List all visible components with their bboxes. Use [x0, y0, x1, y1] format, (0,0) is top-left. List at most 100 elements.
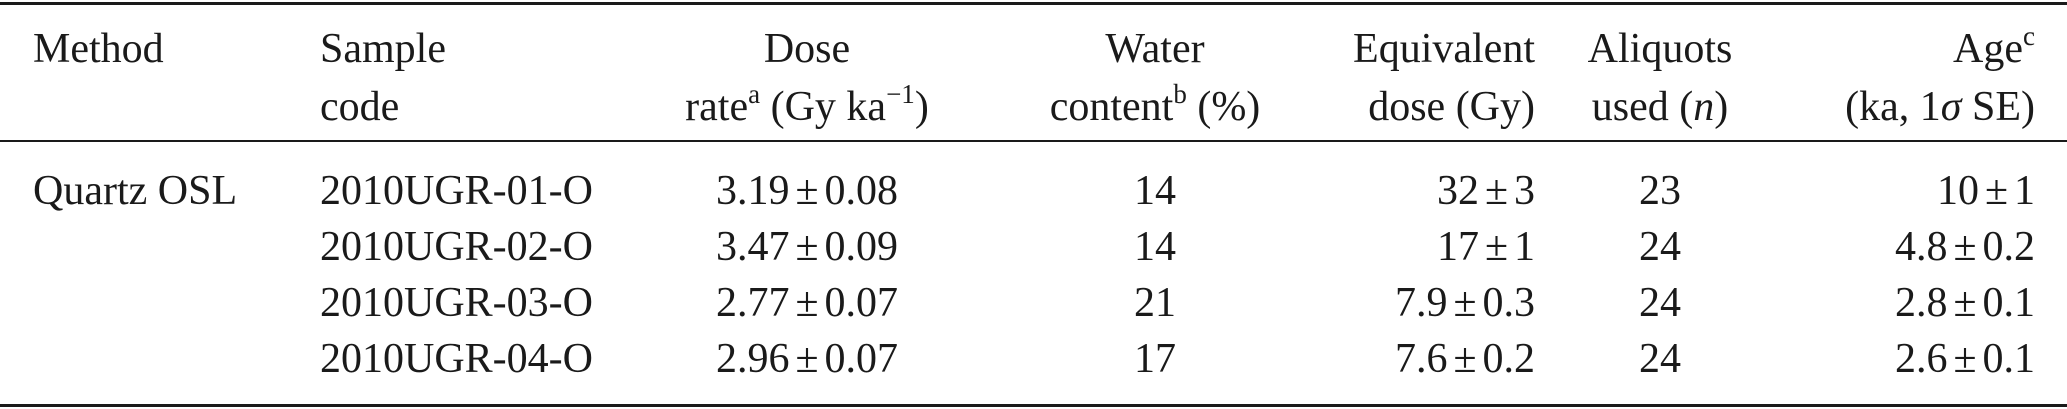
dose-rate-error: 0.07 [824, 280, 899, 326]
header-age-word: Age [1953, 26, 2024, 72]
plus-minus: ± [1953, 224, 1977, 270]
cell-aliquots: 23 [1639, 168, 1681, 214]
footnote-marker-c: c [2023, 21, 2035, 51]
cell-aliquots: 24 [1639, 336, 1681, 382]
header-age-unit: (ka, 1 [1845, 84, 1941, 130]
plus-minus: ± [795, 224, 819, 270]
equivalent-dose-error: 0.2 [1482, 336, 1536, 382]
table-bottom-rule [0, 404, 2067, 407]
table-row: 2010UGR-04-O 2.96 ±0.07 17 7.6 ±0.2 24 2.6… [0, 330, 2067, 386]
table-row: Quartz OSL 2010UGR-01-O 3.19 ±0.08 14 32 ±… [0, 162, 2067, 218]
equivalent-dose-error: 1 [1514, 224, 1535, 270]
plus-minus: ± [795, 336, 819, 382]
header-water-line1: Water [1105, 26, 1205, 72]
age-error: 0.1 [1982, 280, 2036, 326]
plus-minus: ± [1453, 336, 1477, 382]
cell-water-content: 17 [1134, 336, 1176, 382]
header-equivalent-dose: Equivalent dose (Gy) [1310, 20, 1535, 136]
cell-aliquots: 24 [1639, 280, 1681, 326]
cell-water-content: 21 [1134, 280, 1176, 326]
header-aliq-line1: Aliquots [1587, 26, 1733, 72]
header-dose-line2: ratea (Gy ka−1) [640, 78, 974, 136]
header-dose-unit: (Gy ka [760, 84, 887, 130]
dose-rate-value: 2.77 [715, 280, 790, 326]
equivalent-dose-value: 7.6 [1394, 336, 1448, 382]
dose-rate-value: 2.96 [715, 336, 790, 382]
dose-rate-value: 3.19 [715, 168, 790, 214]
plus-minus: ± [1453, 280, 1477, 326]
header-age-sigma: σ [1940, 84, 1962, 130]
cell-dose-rate: 3.19 ±0.08 [640, 162, 974, 220]
equivalent-dose-value: 17 [1436, 224, 1479, 270]
age-value: 2.8 [1894, 280, 1948, 326]
dose-rate-value: 3.47 [715, 224, 790, 270]
plus-minus: ± [795, 168, 819, 214]
header-method: Method [33, 20, 164, 78]
header-sample-code: Sample code [320, 20, 446, 136]
age-error: 0.1 [1982, 336, 2036, 382]
header-water-unit: (%) [1186, 84, 1261, 130]
table-row: 2010UGR-03-O 2.77 ±0.07 21 7.9 ±0.3 24 2.8… [0, 274, 2067, 330]
table-top-rule [0, 2, 2067, 5]
cell-water-content: 14 [1134, 168, 1176, 214]
age-value: 2.6 [1894, 336, 1948, 382]
dose-rate-error: 0.09 [824, 224, 899, 270]
age-value: 10 [1936, 168, 1979, 214]
equivalent-dose-error: 0.3 [1482, 280, 1536, 326]
cell-equivalent-dose: 7.9 ±0.3 [1310, 274, 1535, 332]
cell-dose-rate: 2.96 ±0.07 [640, 330, 974, 388]
plus-minus: ± [1953, 280, 1977, 326]
header-water-content: Water contentb (%) [1010, 20, 1300, 136]
header-aliq-n: n [1693, 84, 1715, 130]
header-age-se: SE) [1961, 84, 2035, 130]
cell-dose-rate: 3.47 ±0.09 [640, 218, 974, 276]
cell-sample-code: 2010UGR-02-O [320, 224, 593, 270]
plus-minus: ± [1984, 168, 2008, 214]
cell-sample-code: 2010UGR-03-O [320, 280, 593, 326]
table-row: 2010UGR-02-O 3.47 ±0.09 14 17 ±1 24 4.8 ±0.… [0, 218, 2067, 274]
header-dose-line1: Dose [763, 26, 851, 72]
header-equiv-line1: Equivalent [1353, 26, 1535, 72]
plus-minus: ± [795, 280, 819, 326]
table-header-rule [0, 140, 2067, 142]
header-method-text: Method [33, 26, 164, 72]
header-dose-rate: Dose ratea (Gy ka−1) [640, 20, 974, 136]
footnote-marker-a: a [748, 79, 761, 109]
footnote-marker-b: b [1173, 79, 1187, 109]
header-age: Agec (ka, 1σ SE) [1765, 20, 2035, 136]
header-water-line2: contentb (%) [1010, 78, 1300, 136]
header-dose-rate-word: rate [685, 84, 749, 130]
cell-sample-code: 2010UGR-01-O [320, 168, 593, 214]
cell-age: 4.8 ±0.2 [1765, 218, 2035, 276]
header-aliquots-used: Aliquots used (n) [1560, 20, 1760, 136]
cell-equivalent-dose: 7.6 ±0.2 [1310, 330, 1535, 388]
cell-method: Quartz OSL [33, 168, 238, 214]
header-aliq-line2: used (n) [1560, 78, 1760, 136]
cell-dose-rate: 2.77 ±0.07 [640, 274, 974, 332]
header-aliq-close: ) [1714, 84, 1729, 130]
cell-age: 2.8 ±0.1 [1765, 274, 2035, 332]
cell-equivalent-dose: 17 ±1 [1310, 218, 1535, 276]
header-age-line2: (ka, 1σ SE) [1765, 78, 2035, 136]
age-value: 4.8 [1894, 224, 1948, 270]
cell-sample-code: 2010UGR-04-O [320, 336, 593, 382]
header-water-content-word: content [1049, 84, 1174, 130]
header-equiv-line2: dose (Gy) [1368, 84, 1535, 130]
cell-age: 2.6 ±0.1 [1765, 330, 2035, 388]
age-error: 1 [2014, 168, 2035, 214]
cell-equivalent-dose: 32 ±3 [1310, 162, 1535, 220]
plus-minus: ± [1484, 224, 1508, 270]
cell-age: 10 ±1 [1765, 162, 2035, 220]
header-sample-line1: Sample [320, 26, 446, 72]
dose-rate-error: 0.08 [824, 168, 899, 214]
plus-minus: ± [1484, 168, 1508, 214]
cell-aliquots: 24 [1639, 224, 1681, 270]
header-aliq-used-word: used ( [1591, 84, 1694, 130]
header-age-line1: Agec [1765, 20, 2035, 78]
equivalent-dose-error: 3 [1514, 168, 1535, 214]
cell-water-content: 14 [1134, 224, 1176, 270]
header-sample-line2: code [320, 84, 400, 130]
equivalent-dose-value: 7.9 [1394, 280, 1448, 326]
age-error: 0.2 [1982, 224, 2036, 270]
